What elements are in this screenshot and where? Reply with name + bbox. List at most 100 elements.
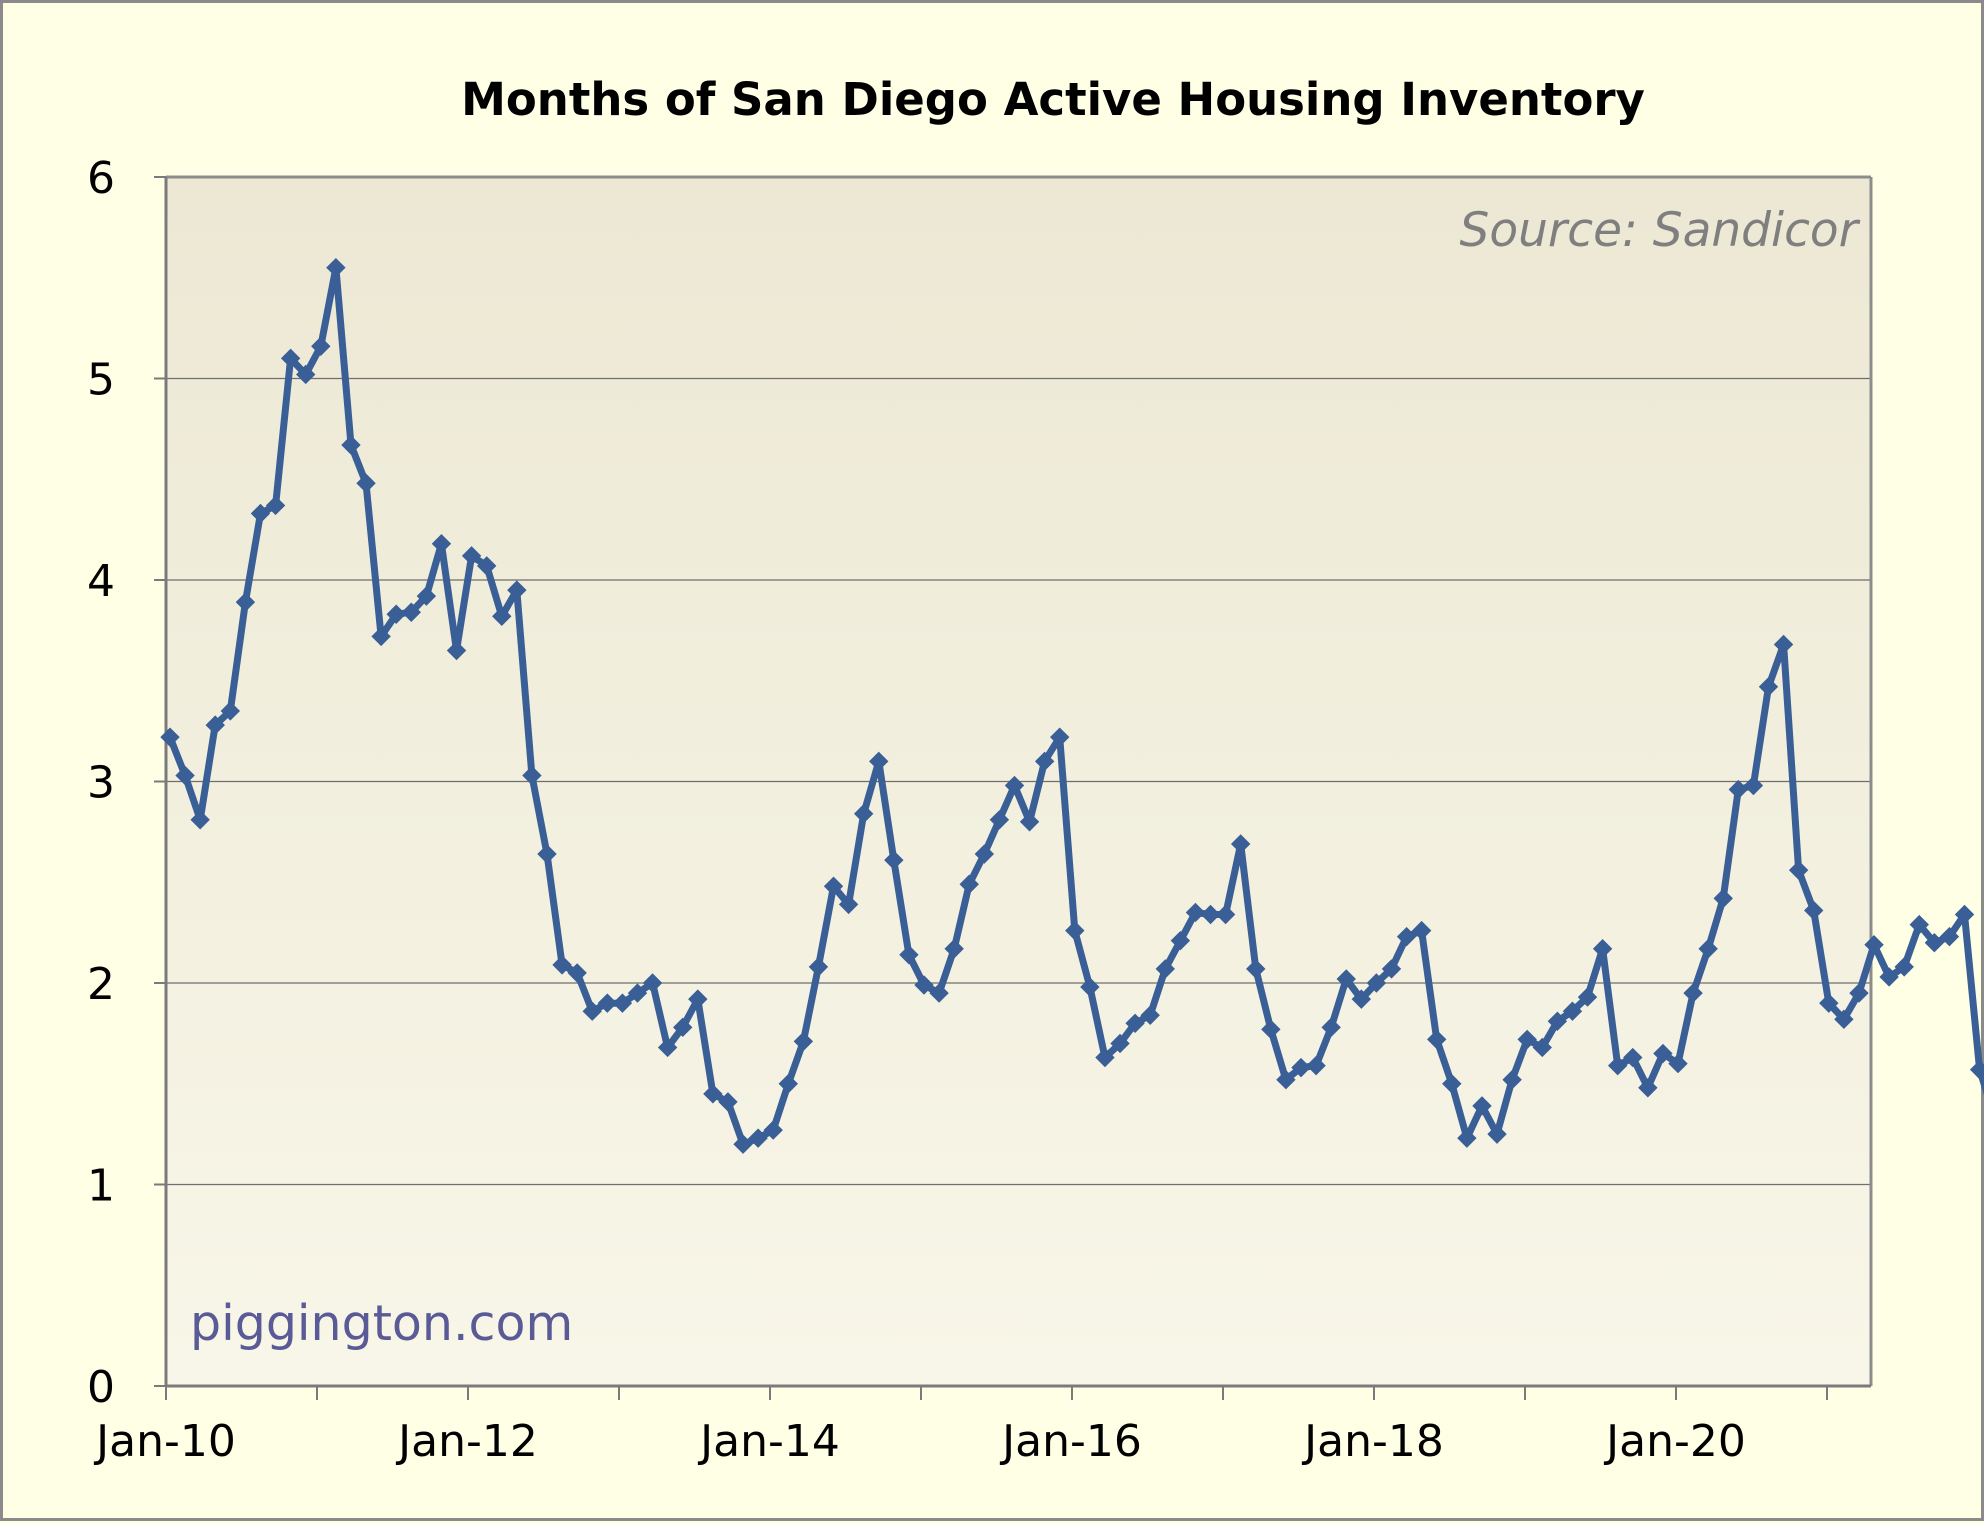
data-point: [1246, 959, 1266, 979]
data-point: [1547, 1011, 1568, 1031]
data-point: [1954, 904, 1975, 925]
data-point: [1336, 969, 1356, 989]
source-annotation: Source: Sandicor: [1460, 203, 1861, 258]
data-point: [733, 1134, 753, 1154]
credit-watermark: piggington.com: [190, 1295, 573, 1352]
data-point: [356, 473, 376, 493]
x-tick-label-Jan-18: Jan-18: [1301, 1416, 1444, 1467]
data-point: [989, 810, 1010, 830]
data-point: [1215, 904, 1236, 925]
data-point: [1411, 920, 1432, 941]
data-point: [944, 939, 964, 959]
data-point: [160, 727, 180, 747]
data-point: [1879, 967, 1899, 987]
data-point: [853, 804, 874, 824]
data-point: [265, 495, 286, 516]
y-tick-label-6: 6: [87, 153, 115, 204]
data-point: [1291, 1057, 1311, 1078]
chart-title: Months of San Diego Active Housing Inven…: [461, 73, 1645, 126]
data-point: [974, 844, 995, 864]
data-point: [1110, 1033, 1130, 1054]
y-tick-label-3: 3: [87, 758, 115, 809]
x-axis-tick-labels: Jan-10 Jan-12 Jan-14 Jan-16 Jan-18 Jan-20: [93, 1386, 1828, 1467]
y-tick-label-4: 4: [87, 556, 115, 607]
data-point: [371, 626, 391, 647]
data-point: [869, 751, 889, 772]
data-point: [838, 894, 859, 915]
data-point: [476, 556, 497, 576]
data-point: [1773, 634, 1794, 655]
data-point: [1653, 1043, 1673, 1064]
data-point: [1261, 1019, 1281, 1040]
data-point: [1592, 939, 1613, 959]
data-point: [1532, 1037, 1552, 1058]
data-point: [1004, 775, 1025, 796]
data-point: [1230, 834, 1251, 854]
data-point: [1472, 1096, 1492, 1116]
data-point: [1140, 1005, 1160, 1025]
data-point: [190, 810, 210, 830]
data-point: [1517, 1029, 1537, 1050]
x-tick-label-Jan-16: Jan-16: [999, 1416, 1142, 1467]
data-point: [1864, 935, 1884, 955]
data-point: [446, 640, 467, 661]
data-point: [1969, 1059, 1984, 1080]
data-point: [401, 602, 421, 622]
data-point: [1200, 904, 1221, 925]
data-point: [552, 955, 572, 975]
series-line: [166, 264, 1984, 1148]
data-point: [1698, 939, 1718, 959]
data-point: [537, 844, 557, 864]
data-point: [326, 257, 346, 278]
data-point: [763, 1120, 783, 1140]
data-point: [280, 348, 301, 369]
data-point: [461, 546, 482, 566]
data-point: [1623, 1047, 1643, 1068]
data-point: [582, 1001, 602, 1021]
data-point: [718, 1092, 738, 1112]
data-point: [235, 592, 256, 612]
data-point: [1381, 959, 1402, 979]
data-point: [1427, 1029, 1447, 1050]
data-point: [386, 604, 406, 624]
y-tick-label-1: 1: [87, 1161, 115, 1212]
data-point: [1668, 1053, 1688, 1074]
data-point: [1788, 860, 1809, 880]
data-point: [1607, 1055, 1628, 1076]
data-point: [1562, 1001, 1583, 1021]
data-point: [522, 765, 542, 786]
data-point: [567, 963, 587, 983]
data-point: [657, 1037, 678, 1058]
data-point: [341, 435, 361, 455]
data-point: [597, 993, 618, 1013]
data-point: [1849, 983, 1869, 1003]
data-point: [823, 876, 844, 896]
data-point: [703, 1084, 723, 1104]
data-point: [416, 586, 437, 606]
data-point: [1577, 987, 1598, 1007]
data-point: [627, 983, 648, 1003]
data-point: [507, 580, 527, 600]
data-point: [1924, 932, 1945, 953]
data-point: [205, 715, 225, 735]
data-point: [1019, 812, 1040, 832]
x-tick-label-Jan-12: Jan-12: [395, 1416, 538, 1467]
data-point: [1894, 957, 1914, 977]
data-point: [1095, 1047, 1115, 1068]
data-point: [1306, 1055, 1326, 1076]
series-inventory: [160, 257, 1984, 1154]
y-tick-label-5: 5: [87, 355, 115, 406]
data-point: [1321, 1017, 1341, 1038]
data-point: [929, 983, 949, 1003]
data-point: [175, 765, 195, 786]
data-point: [688, 989, 708, 1009]
data-point: [1638, 1078, 1658, 1098]
data-point: [1125, 1013, 1145, 1034]
data-point: [884, 850, 904, 870]
data-point: [642, 973, 663, 993]
data-point: [1713, 888, 1733, 909]
data-point: [1065, 920, 1085, 941]
data-point: [1939, 926, 1960, 947]
y-tick-label-2: 2: [87, 959, 115, 1010]
